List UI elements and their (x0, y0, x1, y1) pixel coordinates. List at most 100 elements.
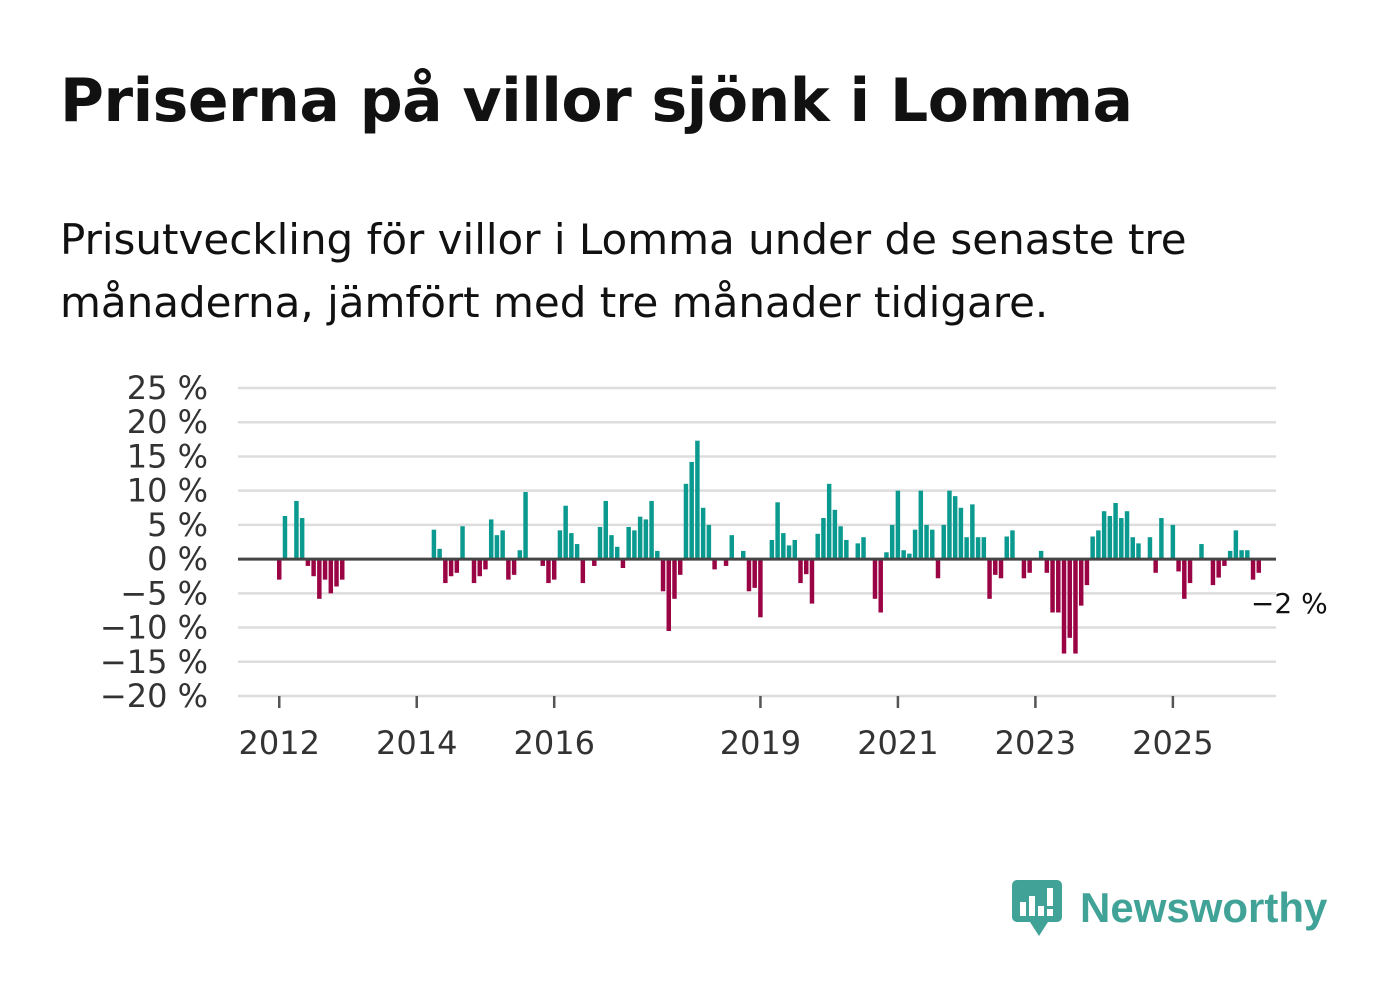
bar (970, 504, 975, 560)
bar (1256, 559, 1262, 573)
bar (637, 516, 643, 560)
bar (1107, 515, 1113, 560)
bar (557, 530, 563, 560)
bar (277, 559, 282, 580)
bar (1004, 536, 1009, 560)
bar (643, 519, 649, 560)
bar (861, 537, 866, 560)
bar (1101, 511, 1107, 560)
bar (912, 529, 918, 560)
bar (328, 559, 334, 594)
page-title: Priserna på villor sjönk i Lomma (60, 66, 1133, 136)
y-tick-label: 5 % (147, 506, 208, 544)
bar (1021, 559, 1027, 579)
bar (1250, 559, 1256, 580)
y-tick-label: 15 % (127, 437, 208, 475)
newsworthy-logo: Newsworthy (1010, 878, 1327, 938)
bar (741, 550, 746, 560)
bar (918, 490, 924, 560)
bar (700, 507, 706, 560)
bar (1038, 550, 1044, 560)
bar (437, 548, 442, 560)
bar (752, 559, 757, 588)
bar (563, 505, 568, 560)
bar (1090, 536, 1095, 560)
bar (1147, 537, 1153, 560)
bar (941, 524, 946, 560)
bar (821, 518, 826, 560)
bar (758, 559, 763, 618)
bar (792, 539, 798, 560)
bar (809, 559, 815, 604)
bar (1182, 559, 1187, 599)
bar (597, 526, 603, 560)
bar (683, 483, 689, 560)
bar (1239, 550, 1244, 560)
brand-name: Newsworthy (1080, 884, 1328, 931)
bar (1245, 550, 1250, 560)
bar (540, 559, 545, 566)
bar (282, 515, 288, 560)
bar (781, 533, 786, 560)
bar (609, 535, 614, 560)
bar (746, 559, 752, 592)
bar (832, 509, 838, 560)
bar (454, 559, 460, 573)
bar-chart: 25 %20 %15 %10 %5 %0 %−5 %−10 %−15 %−20 … (100, 369, 1328, 762)
bar (620, 559, 626, 569)
bar (592, 559, 597, 566)
bar (786, 545, 792, 560)
bar (815, 533, 820, 560)
bar (889, 524, 895, 560)
bar (775, 502, 780, 560)
bar (443, 559, 448, 584)
bar (993, 559, 998, 575)
bar (798, 559, 803, 584)
bar (884, 552, 889, 560)
bar (1170, 524, 1176, 560)
bar (1136, 543, 1141, 560)
y-tick-label: 25 % (127, 369, 208, 407)
bar (1050, 559, 1055, 613)
bar (1044, 559, 1050, 573)
bar (1153, 559, 1158, 573)
x-tick-label: 2021 (857, 724, 938, 762)
bar (1061, 559, 1067, 654)
bar (1067, 559, 1072, 638)
bar (930, 529, 935, 560)
bar (311, 559, 316, 577)
bar (935, 559, 941, 579)
bar (729, 535, 735, 560)
bar (305, 559, 311, 566)
bar (826, 483, 832, 560)
bar (580, 559, 586, 584)
bar (649, 500, 654, 560)
y-tick-label: −20 % (100, 677, 208, 715)
y-tick-label: −15 % (100, 643, 208, 681)
bar (1187, 559, 1193, 584)
bar (975, 537, 981, 560)
y-tick-label: 10 % (127, 472, 208, 510)
bar (901, 550, 906, 560)
bar (855, 543, 861, 560)
grid-lines (238, 386, 1276, 698)
bar (614, 546, 620, 560)
bar (723, 559, 729, 566)
bar (872, 559, 878, 599)
bar (981, 537, 987, 560)
bar (448, 559, 454, 577)
x-tick-label: 2025 (1132, 724, 1213, 762)
bar (322, 559, 328, 580)
y-tick-label: −5 % (120, 574, 208, 612)
bar (551, 559, 557, 580)
bar (1216, 559, 1221, 578)
bar (1073, 559, 1078, 654)
bar (494, 535, 500, 560)
bar (500, 530, 505, 560)
bar (804, 559, 809, 575)
bar (712, 559, 717, 570)
bar (299, 518, 305, 560)
bar (958, 507, 964, 560)
bar (1027, 559, 1032, 573)
bar (1199, 544, 1204, 560)
